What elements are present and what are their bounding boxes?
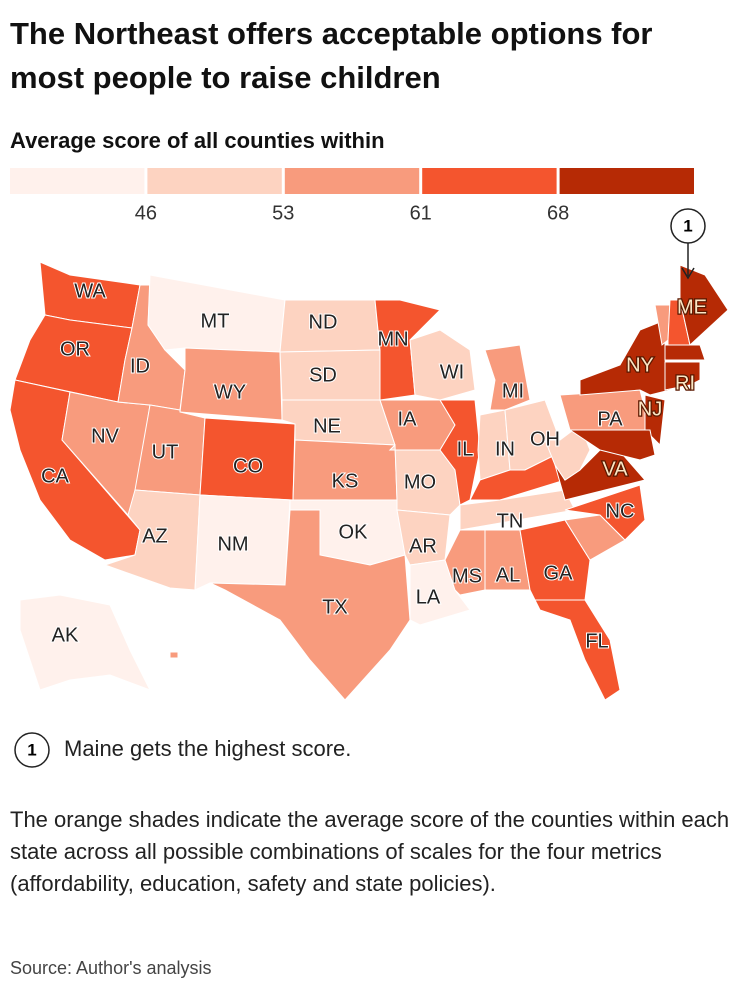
legend-swatch <box>284 168 420 194</box>
state-label: NC <box>606 500 635 522</box>
state <box>564 484 646 541</box>
state-label: FL <box>585 630 608 652</box>
state <box>409 329 476 401</box>
state-label: ID <box>130 355 150 377</box>
state <box>169 651 179 659</box>
state-label: CO <box>233 455 263 477</box>
legend-tick-label: 46 <box>135 202 157 224</box>
state-labels: WA OR CA NV ID MT WY UT CO AZ NM ND SD NE KS OK TX MN IA MO… <box>40 279 708 653</box>
state-label: SD <box>309 364 337 386</box>
annotation-number: 1 <box>27 740 36 759</box>
state-label: KS <box>332 470 359 492</box>
state-label: PA <box>597 408 623 430</box>
state <box>459 489 576 531</box>
state-label: VA <box>602 458 628 480</box>
state-label: NE <box>313 415 341 437</box>
subtitle: Average score of all counties within <box>10 128 385 153</box>
legend-swatch <box>10 168 145 194</box>
state <box>579 319 671 396</box>
states <box>9 261 729 701</box>
state <box>664 344 706 361</box>
state-label: NV <box>91 425 119 447</box>
state <box>679 264 729 346</box>
state <box>469 454 566 501</box>
state-label: IA <box>398 408 418 430</box>
state-label: WI <box>440 361 464 383</box>
state-label: NJ <box>638 398 662 420</box>
state-label: CA <box>41 465 69 487</box>
state-label: MS <box>452 565 482 587</box>
source: Source: Author's analysis <box>10 958 212 978</box>
state-label: ME <box>677 296 707 318</box>
state <box>544 424 591 481</box>
state <box>534 599 621 701</box>
state <box>179 347 283 421</box>
legend: 46 53 61 68 <box>10 168 694 224</box>
state <box>484 529 531 591</box>
state-label: OR <box>60 338 90 360</box>
state-label: WA <box>74 280 106 302</box>
title: The Northeast offers acceptable options … <box>10 16 653 95</box>
state-label: MT <box>201 310 230 332</box>
arrow-head <box>681 267 695 280</box>
state-label: RI <box>675 372 695 394</box>
state <box>664 361 701 391</box>
state <box>19 594 152 691</box>
state-label: AZ <box>142 525 168 547</box>
annotation-text: Maine gets the highest score. <box>64 736 351 761</box>
state-label: LA <box>416 586 441 608</box>
legend-tick-label: 68 <box>547 202 569 224</box>
state-label: AK <box>52 624 79 646</box>
state-label: IN <box>495 438 515 460</box>
legend-swatch <box>559 168 694 194</box>
state-label: OH <box>530 428 560 450</box>
state-label: ND <box>309 311 338 333</box>
legend-swatch <box>147 168 282 194</box>
legend-tick-label: 53 <box>272 202 294 224</box>
legend-swatch <box>422 168 557 194</box>
note: The orange shades indicate the average s… <box>10 807 730 896</box>
state-label: MI <box>502 380 524 402</box>
state-label: TX <box>322 596 348 618</box>
state-label: IL <box>457 438 474 460</box>
state-label: AR <box>409 535 437 557</box>
legend-tick-label: 61 <box>410 202 432 224</box>
state-label: WY <box>214 381 246 403</box>
annotation-marker <box>14 732 50 768</box>
state-label: OK <box>339 521 369 543</box>
state-label: MO <box>404 471 436 493</box>
state-label: NM <box>217 533 248 555</box>
state-label: NY <box>626 354 654 376</box>
state-label: GA <box>544 562 574 584</box>
state <box>209 509 411 701</box>
state-label: UT <box>152 441 179 463</box>
state-label: TN <box>497 510 524 532</box>
state-label: AL <box>496 564 520 586</box>
state-label: MN <box>377 328 408 350</box>
annotation-number: 1 <box>683 216 692 235</box>
state <box>568 429 656 461</box>
